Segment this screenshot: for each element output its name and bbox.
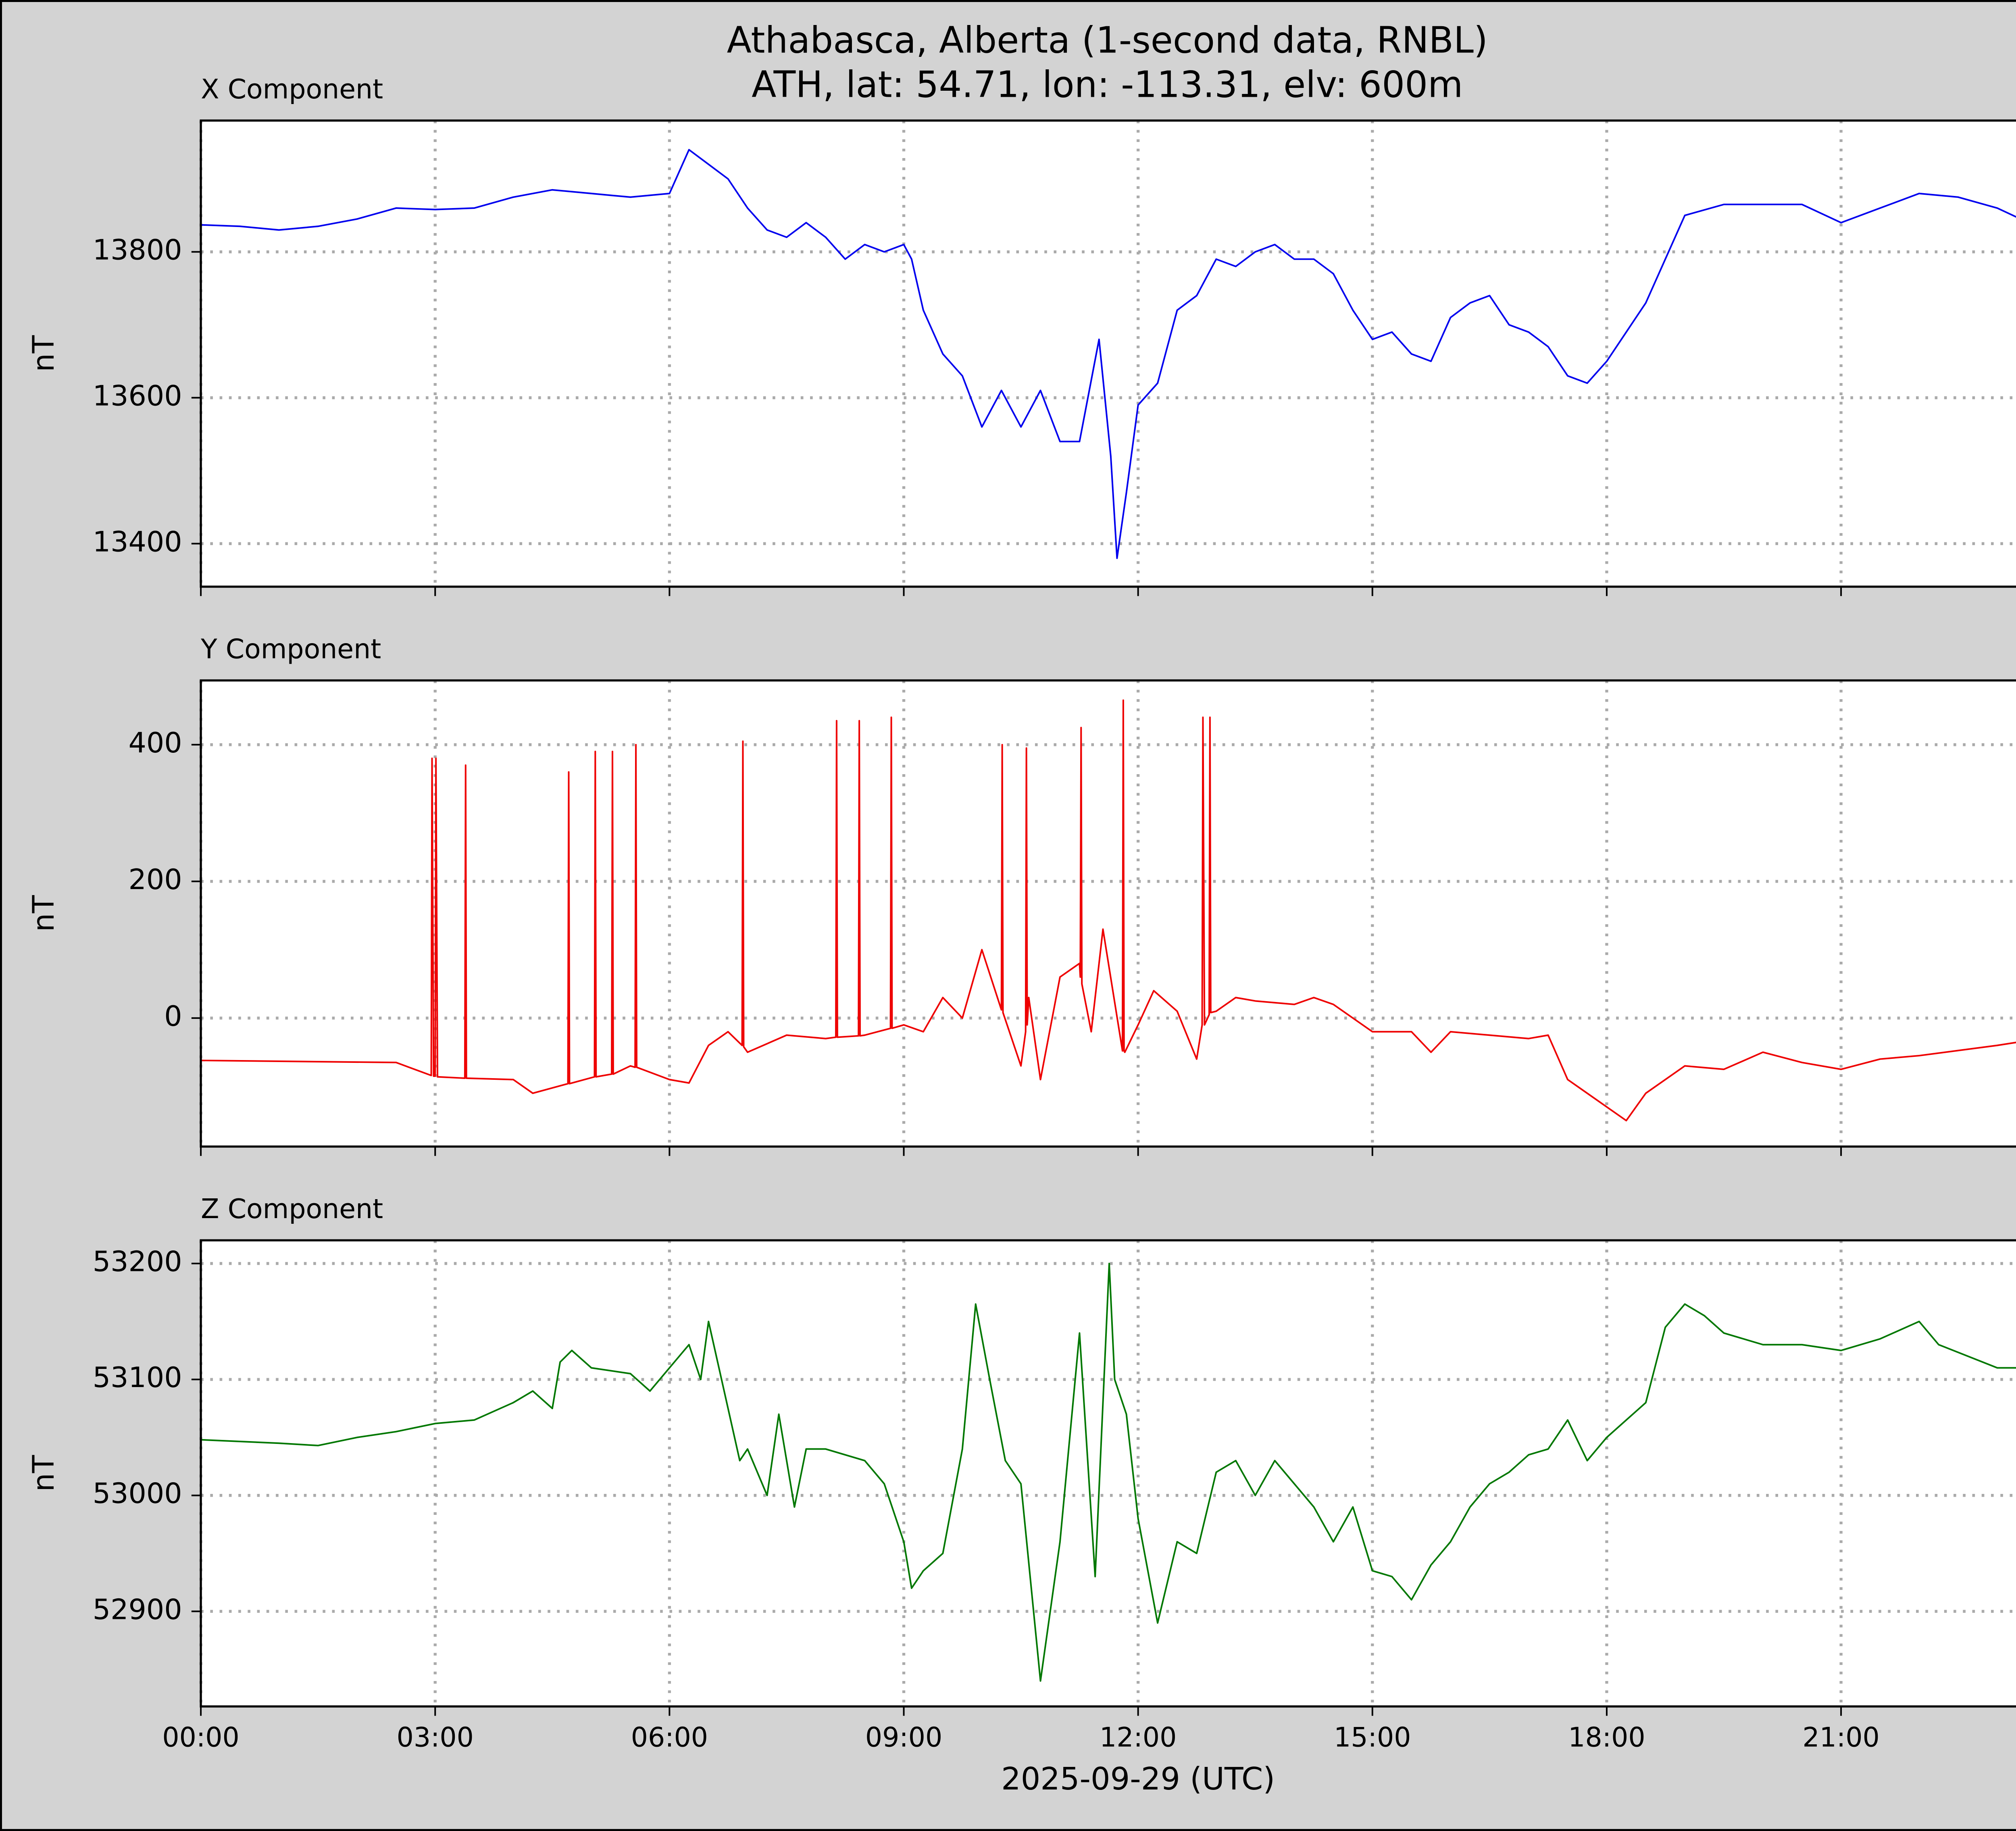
panel: 13400 13600 13800 X Component nT [27,73,2016,596]
y-tick-label: 13400 [93,525,182,558]
plot-frame [200,119,2016,588]
y-tick-label: 53200 [93,1246,182,1278]
panel-title: X Component [201,73,383,105]
y-tick-label: 53100 [93,1361,182,1394]
series-group [201,1262,2016,1682]
panel-title: Z Component [201,1193,383,1225]
x-tick-label: 12:00 [1100,1722,1177,1753]
data-line [201,1262,2016,1682]
panel: 0 200 400 Y Component nT [27,633,2016,1156]
y-tick-label: 13800 [93,234,182,267]
panel-title: Y Component [200,633,381,664]
x-tick-label: 09:00 [865,1722,942,1753]
x-tick-label: 18:00 [1568,1722,1645,1753]
y-axis-label: nT [27,895,61,932]
x-tick-label: 15:00 [1334,1722,1411,1753]
series-group [201,149,2016,559]
y-tick-label: 52900 [93,1593,182,1626]
plot-frame [200,1239,2016,1708]
x-tick-label: 03:00 [397,1722,474,1753]
plot-area [201,120,2016,587]
y-tick-label: 200 [129,863,182,896]
panel: 00:00 03:00 06:00 09:00 12:00 15:00 18:00 21:00… [27,1193,2016,1797]
plot-area [201,1240,2016,1707]
y-tick-label: 13600 [93,379,182,412]
plot-area [201,680,2016,1147]
x-tick-label: 06:00 [631,1722,708,1753]
y-tick-label: 400 [129,727,182,759]
y-axis-label: nT [27,335,61,372]
plot-frame [200,679,2016,1148]
figure-subtitle: ATH, lat: 54.71, lon: -113.31, elv: 600m [752,64,1463,106]
data-line [201,699,2016,1122]
x-tick-label: 00:00 [162,1722,239,1753]
data-line [201,149,2016,559]
figure-title: Athabasca, Alberta (1-second data, RNBL) [727,20,1488,62]
y-tick-label: 0 [164,1000,182,1033]
x-axis-label: 2025-09-29 (UTC) [1001,1761,1275,1797]
series-group [201,699,2016,1122]
y-tick-label: 53000 [93,1477,182,1510]
x-tick-label: 21:00 [1802,1722,1879,1753]
y-axis-label: nT [27,1455,61,1491]
